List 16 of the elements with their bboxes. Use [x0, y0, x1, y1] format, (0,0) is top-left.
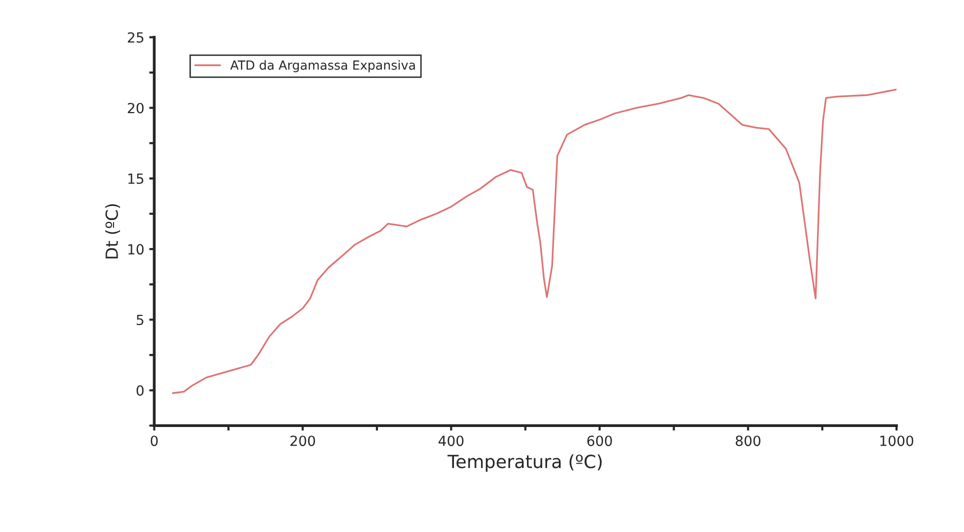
y-tick-label: 15	[128, 174, 144, 184]
y-tick-label: 25	[128, 32, 144, 43]
legend-label: ATD da Argamassa Expansiva	[230, 60, 415, 72]
y-tick-label: 10	[128, 244, 144, 255]
y-tick-label: 20	[128, 102, 144, 114]
x-tick-label: 1000	[880, 436, 914, 446]
line-series	[172, 88, 897, 394]
x-tick-label: 200	[290, 436, 316, 446]
x-tick-label: 600	[587, 436, 612, 446]
y-tick-label: 0	[136, 385, 144, 396]
x-axis-title: Temperatura (ºC)	[447, 454, 602, 472]
y-tick-label: 5	[136, 314, 144, 326]
x-tick-label: 800	[736, 436, 760, 446]
x-tick-label: 400	[438, 436, 464, 446]
x-tick-label: 0	[150, 436, 158, 446]
y-axis-title: Dt (ºC)	[105, 204, 120, 258]
